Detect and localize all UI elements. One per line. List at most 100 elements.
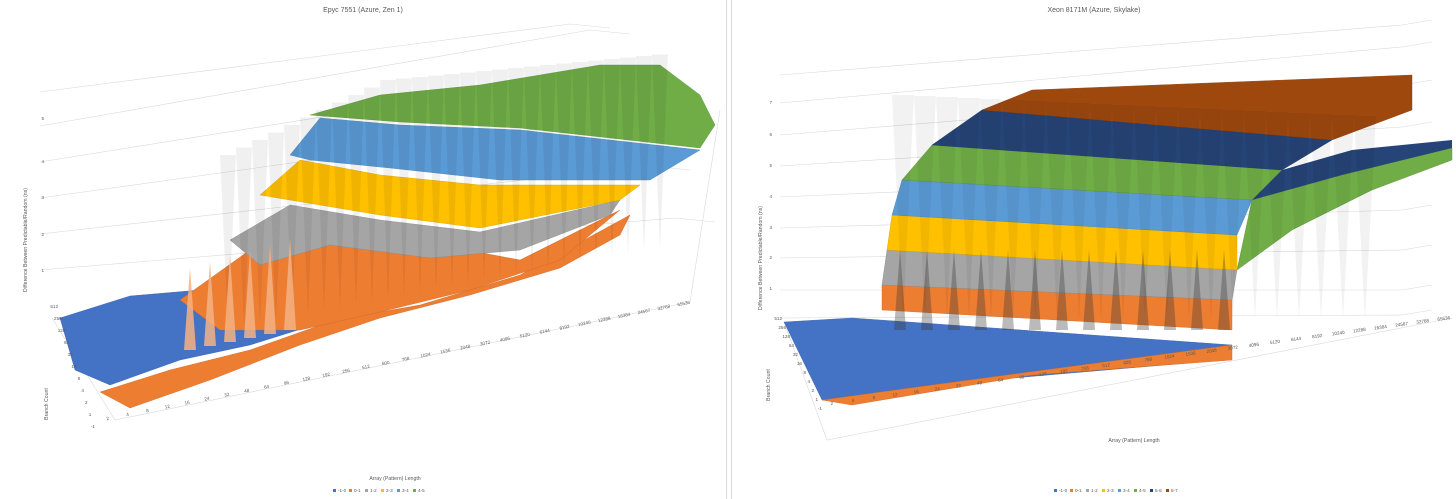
surface-facet (652, 54, 668, 249)
surface-facet (1178, 108, 1200, 320)
surface-band (259, 159, 641, 229)
x-tick-label: 192 (322, 372, 331, 379)
surface-facet (412, 77, 428, 294)
x-tick-label: 65536 (677, 300, 691, 308)
x-tick-label: 1536 (1185, 350, 1196, 356)
surface-band (289, 117, 701, 181)
x-tick-label: 4096 (499, 336, 510, 343)
surface-spike (284, 238, 296, 330)
legend: -1-0 0-1 1-2 2-3 3-4 4-5 5-6 6-7 (1054, 488, 1178, 493)
surface-facet (332, 102, 348, 309)
y-tick-label: 2 (811, 388, 814, 393)
y-tick-label: 256 (54, 316, 62, 321)
x-axis-title: Array (Pattern) Length (369, 476, 420, 482)
surface-spike (1110, 250, 1122, 330)
legend-swatch (1166, 489, 1169, 492)
surface-facet (236, 147, 252, 327)
wall-gridline (39, 23, 611, 93)
y-tick-label: 256 (778, 325, 786, 330)
x-tick-label: 12 (892, 392, 898, 398)
legend-label: 2-3 (386, 488, 393, 493)
legend-swatch (349, 489, 352, 492)
z-axis-title: Difference Between Predictable/Random (n… (23, 188, 29, 292)
x-tick-label: 48 (244, 388, 250, 394)
surface-facet (1266, 112, 1288, 320)
z-axis-title: Difference Between Predictable/Random (n… (758, 206, 764, 310)
surface-spike (1083, 250, 1095, 330)
x-tick-label: 512 (362, 364, 371, 371)
x-tick-label: 3072 (480, 340, 491, 347)
y-tick-label: 8 (78, 376, 81, 381)
x-tick-label: 4 (851, 398, 855, 403)
surface-spike (264, 244, 276, 334)
surface-spike (1164, 250, 1176, 330)
surface-spike (1056, 250, 1068, 330)
y-tick-label: 64 (789, 343, 795, 348)
legend-swatch (1102, 489, 1105, 492)
surface-facet (348, 95, 364, 306)
x-tick-label: 32768 (1416, 318, 1430, 325)
x-tick-label: 5120 (519, 332, 530, 339)
x-tick-label: 16 (184, 400, 190, 406)
surface-facet (1244, 111, 1266, 320)
surface-spike (1191, 250, 1203, 330)
surface-spike (204, 262, 216, 346)
surface-band (99, 214, 631, 409)
surface-facet (1134, 106, 1156, 320)
surface-facet (1156, 107, 1178, 320)
surface-spike (894, 250, 906, 330)
x-tick-label: 512 (1102, 362, 1111, 368)
x-axis-title: Array (Pattern) Length (1108, 438, 1159, 444)
surface-facet (492, 69, 508, 279)
surface-facet (524, 66, 540, 273)
surface-band (821, 344, 1233, 406)
surface-spike (1218, 250, 1230, 330)
y-tick-label: 1 (815, 397, 818, 402)
y-tick-label: -1 (818, 406, 823, 411)
z-axis-ticks: 1 2 3 4 5 6 7 (769, 100, 772, 291)
surface-facet (268, 132, 284, 321)
x-tick-label: 2 (830, 401, 834, 406)
x-tick-label: 256 (1081, 365, 1090, 371)
surface-band (229, 199, 621, 266)
surface-spike (244, 250, 256, 338)
surface-facet (364, 87, 380, 303)
surface-facet (892, 95, 914, 320)
chart-title: Xeon 8171M (Azure, Skylake) (1048, 7, 1141, 14)
floor-edge (783, 317, 1453, 441)
y-tick-label: 32 (68, 352, 74, 357)
x-tick-label: 2048 (460, 344, 471, 351)
y-tick-label: 128 (58, 328, 66, 333)
x-tick-label: 6144 (1291, 336, 1302, 342)
surface-facet (1288, 113, 1310, 320)
chart-title: Epyc 7551 (Azure, Zen 1) (323, 7, 403, 14)
z-tick-label: 3 (41, 195, 44, 200)
x-tick-label: 64 (998, 377, 1004, 383)
x-tick-label: 10240 (578, 319, 592, 327)
z-tick-label: 7 (769, 100, 772, 105)
x-tick-label: 24567 (1395, 321, 1409, 328)
surface-facet (958, 98, 980, 320)
surface-spike (1029, 250, 1041, 330)
legend-swatch (1118, 489, 1121, 492)
y-tick-label: 4 (81, 388, 84, 393)
surface-facet (556, 63, 572, 267)
surface-facet (380, 80, 396, 300)
z-tick-label: 1 (769, 286, 772, 291)
surface-facet (1112, 105, 1134, 320)
surface-facet (936, 97, 958, 320)
surface-spike (975, 250, 987, 330)
surface-plot (59, 54, 716, 409)
y-tick-label: 2 (85, 400, 88, 405)
legend-label: 3-4 (402, 488, 409, 493)
y-axis-ticks: 512 256 128 64 32 16 8 4 2 1 -1 (50, 304, 95, 429)
legend-swatch (397, 489, 400, 492)
x-tick-label: 8192 (1312, 333, 1323, 339)
surface-spike (1137, 250, 1149, 330)
x-tick-label: 96 (1019, 374, 1025, 380)
legend-swatch (1054, 489, 1057, 492)
surface-spike (921, 250, 933, 330)
surface-facet (1046, 102, 1068, 320)
surface-facet (428, 75, 444, 291)
